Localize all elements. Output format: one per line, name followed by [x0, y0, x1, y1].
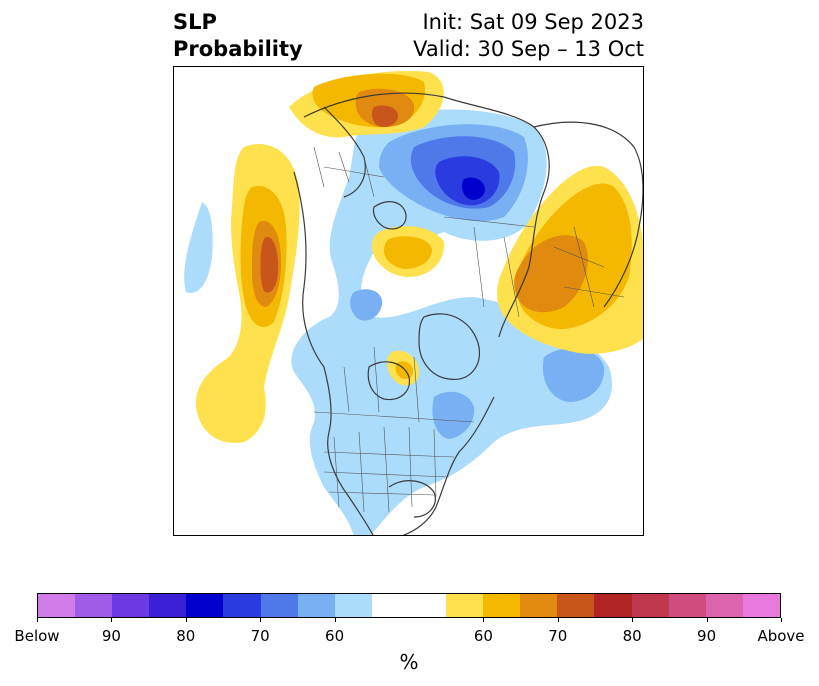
colorbar-tick-mark: [185, 618, 187, 622]
colorbar-tick-mark: [557, 618, 559, 622]
colorbar-tick-label: 70: [548, 627, 568, 645]
map-canvas: [184, 71, 643, 535]
coast-eurasia: [303, 92, 550, 338]
below-60-region-west-pacific: [184, 202, 213, 293]
border-us-states-1: [333, 426, 437, 513]
coast-east-asia: [533, 121, 643, 308]
borders: [313, 146, 625, 513]
colorbar-tick-mark: [260, 618, 262, 622]
coast-arctic-islands: [372, 201, 407, 230]
colorbar-tick-mark: [111, 618, 113, 622]
above-75-region-north-pacific: [260, 236, 279, 293]
border-us-states-2: [323, 451, 455, 496]
colorbar-swatch: [408, 594, 447, 617]
colorbar-swatch: [371, 594, 409, 617]
below-70-region-ne-atlantic: [542, 348, 605, 402]
below-normal-regions: [184, 109, 613, 535]
colorbar: [37, 593, 781, 618]
title-metric: Probability: [173, 37, 303, 61]
above-normal-regions: [195, 71, 643, 443]
colorbar-swatch: [705, 594, 743, 617]
above-65-region-hudson: [384, 236, 432, 269]
chart-title-left: SLP Probability: [173, 9, 303, 63]
colorbar-swatch: [334, 594, 372, 617]
colorbar-tick-mark: [632, 618, 634, 622]
border-europe: [313, 146, 385, 198]
colorbar-swatch: [75, 594, 113, 617]
init-date: Init: Sat 09 Sep 2023: [422, 10, 644, 34]
colorbar-swatch: [446, 594, 484, 617]
colorbar-swatch: [112, 594, 150, 617]
colorbar-swatch: [38, 594, 76, 617]
coast-scandinavia: [323, 106, 366, 198]
below-70-region-labrador: [432, 391, 475, 439]
border-russia: [443, 216, 535, 318]
colorbar-swatch: [149, 594, 187, 617]
colorbar-tick-label: 60: [473, 627, 493, 645]
below-60-region-arctic: [291, 109, 613, 535]
below-70-region-greenland: [350, 289, 383, 321]
colorbar-swatch: [223, 594, 261, 617]
colorbar-swatch: [668, 594, 706, 617]
above-70-region-east-asia: [514, 235, 588, 313]
coast-north-america-east: [402, 396, 495, 535]
colorbar-swatch: [483, 594, 521, 617]
colorbar-swatch: [520, 594, 558, 617]
coast-greenland: [418, 313, 480, 380]
title-variable: SLP: [173, 10, 217, 34]
probability-map: [173, 66, 644, 536]
colorbar-swatch: [631, 594, 669, 617]
coast-hudson-bay: [367, 361, 411, 401]
valid-range: Valid: 30 Sep – 13 Oct: [413, 37, 644, 61]
colorbar-tick-label: 60: [325, 627, 345, 645]
border-canada-provinces: [343, 346, 420, 423]
colorbar-tick-label: Above: [757, 627, 805, 645]
coast-gulf: [388, 480, 436, 518]
colorbar-tick-mark: [483, 618, 485, 622]
colorbar-tick-label: 80: [622, 627, 642, 645]
coastlines: [293, 92, 643, 535]
chart-title-right: Init: Sat 09 Sep 2023 Valid: 30 Sep – 13…: [413, 9, 644, 63]
colorbar-tick-mark: [706, 618, 708, 622]
colorbar-tick-label: 80: [176, 627, 196, 645]
colorbar-swatch: [557, 594, 595, 617]
below-95-region-center: [461, 177, 485, 200]
colorbar-tick-label: 90: [697, 627, 717, 645]
colorbar-tick-label: 70: [250, 627, 270, 645]
colorbar-tick-mark: [334, 618, 336, 622]
colorbar-unit-label: %: [399, 650, 419, 674]
colorbar-swatch: [186, 594, 224, 617]
colorbar-swatch: [742, 594, 780, 617]
colorbar-tick-mark: [37, 618, 38, 622]
colorbar-tick-label: 90: [101, 627, 121, 645]
border-us-canada: [313, 411, 475, 423]
colorbar-swatch: [260, 594, 298, 617]
above-75-region-scandinavia: [371, 105, 399, 127]
coast-north-america-west: [293, 171, 374, 535]
colorbar-swatch: [297, 594, 335, 617]
colorbar-tick-label: Below: [14, 627, 60, 645]
colorbar-swatch: [594, 594, 632, 617]
colorbar-tick-mark: [781, 618, 782, 622]
border-east-asia: [553, 226, 625, 308]
